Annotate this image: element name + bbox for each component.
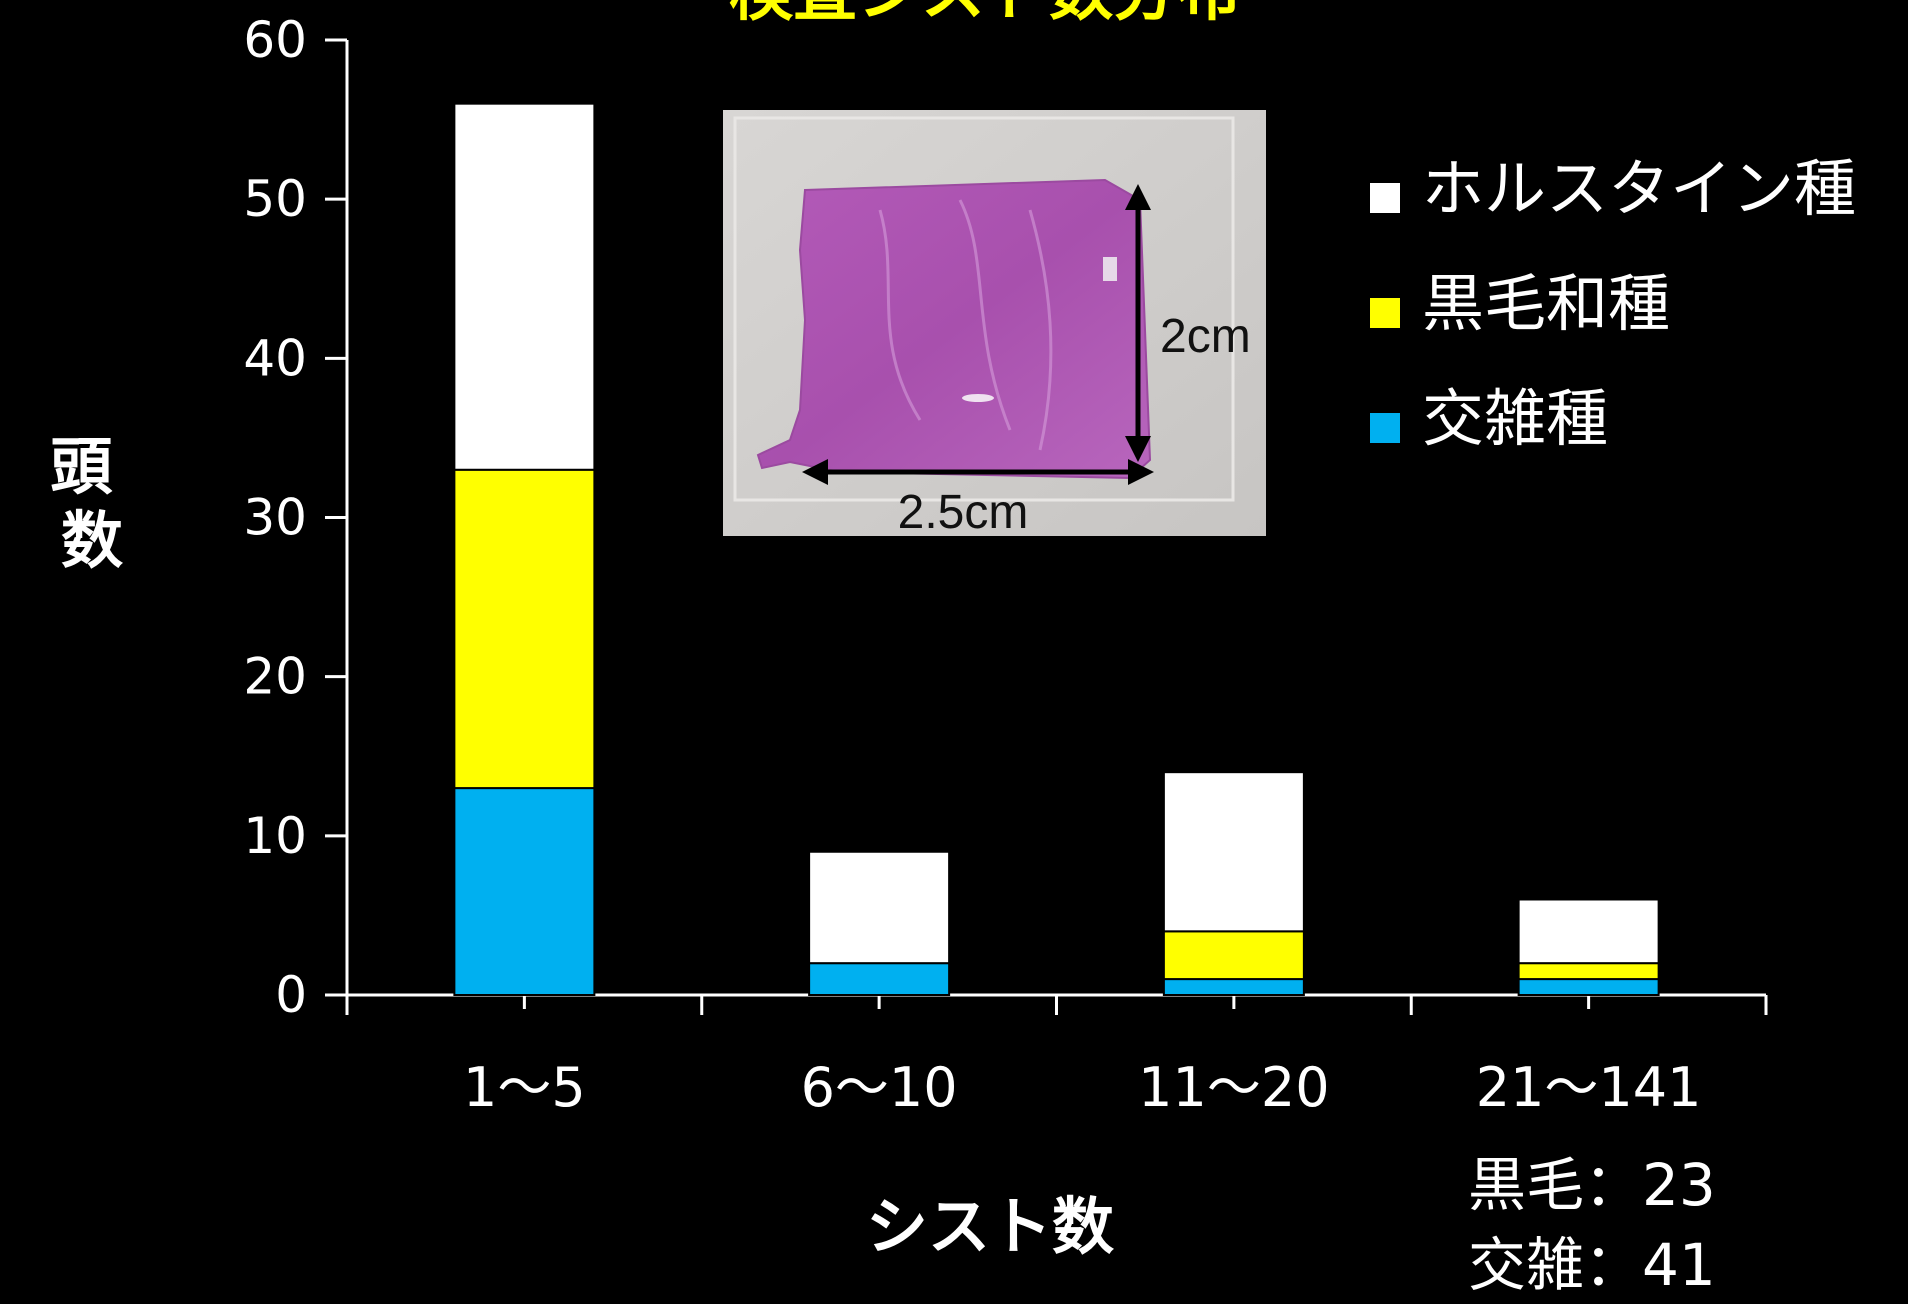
legend-swatch xyxy=(1370,413,1400,443)
y-axis-ticks: 0 10 20 30 40 50 60 xyxy=(243,11,347,1024)
y-tick-label: 30 xyxy=(243,489,307,547)
y-tick-label: 60 xyxy=(243,11,307,69)
legend-swatch xyxy=(1370,298,1400,328)
bar-segment xyxy=(453,468,596,790)
y-axis-label: 頭 数 xyxy=(50,430,134,577)
y-tick-label: 50 xyxy=(243,170,307,228)
category-label: 11～20 xyxy=(1138,1056,1329,1119)
category-label: 1～5 xyxy=(463,1056,586,1119)
bar-segment xyxy=(1162,978,1305,996)
slide-edge xyxy=(733,116,1235,502)
bar-segment xyxy=(808,962,951,997)
category-labels: 1～5 6～10 11～20 21～141 xyxy=(463,1056,1702,1119)
width-label: 2.5cm xyxy=(898,486,1029,539)
height-arrow-head-up xyxy=(1125,184,1151,210)
legend-swatch xyxy=(1370,183,1400,213)
note-kuroge: 黒毛：23 xyxy=(1468,1151,1716,1219)
bar-segment xyxy=(453,102,596,471)
height-arrow-head-down xyxy=(1125,436,1151,462)
tissue-fibers xyxy=(878,199,1053,451)
bar-segment xyxy=(1162,771,1305,933)
width-arrow-head-right xyxy=(1128,459,1154,485)
bar-segment xyxy=(453,787,596,996)
category-label: 21～141 xyxy=(1476,1056,1702,1119)
tissue-cyst-mark xyxy=(1103,257,1117,281)
y-tick-label: 40 xyxy=(243,329,307,387)
bar-segment xyxy=(808,850,951,965)
bar-segment xyxy=(1517,898,1660,965)
chart-title: 検査シスト数分布 xyxy=(729,0,1241,30)
category-label: 6～10 xyxy=(801,1056,958,1119)
legend-label: 黒毛和種 xyxy=(1422,267,1670,340)
bar-segment xyxy=(1517,978,1660,996)
specimen-photo: 2cm 2.5cm xyxy=(723,110,1266,539)
tissue-cyst-mark xyxy=(962,394,994,402)
note-kozatsu: 交雑：41 xyxy=(1468,1231,1716,1299)
legend-label: ホルスタイン種 xyxy=(1422,152,1856,225)
bar-segments xyxy=(453,102,1660,997)
bar-segment xyxy=(1517,962,1660,981)
height-label: 2cm xyxy=(1160,310,1251,363)
x-axis-label: シスト数 xyxy=(866,1190,1114,1263)
width-arrow-head-left xyxy=(802,459,828,485)
legend-label: 交雑種 xyxy=(1422,382,1608,455)
y-tick-label: 0 xyxy=(275,966,307,1024)
y-tick-label: 20 xyxy=(243,648,307,706)
bar-segment xyxy=(1162,930,1305,981)
y-tick-label: 10 xyxy=(243,807,307,865)
x-axis-ticks xyxy=(345,995,1768,1015)
tissue-section xyxy=(756,178,1152,480)
